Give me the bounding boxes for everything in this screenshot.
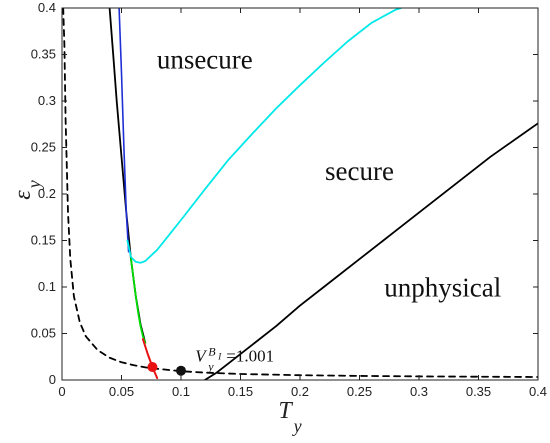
annotation-superscript: B: [208, 344, 216, 358]
x-tick-label: 0.35: [466, 384, 491, 399]
series-line-2: [108, 8, 147, 344]
x-tick-label: 0.4: [529, 384, 547, 399]
annotation-subscript: y: [207, 359, 214, 373]
y-tick-label: 0.3: [38, 93, 56, 108]
axis-layer: 0 0.05 0.1 0.15 0.2 0.25 0.3 0.35 0.4 0 0.05 0.1 0.1…: [31, 0, 547, 399]
series-line-1: [62, 8, 538, 378]
marker-point-2: [176, 365, 186, 376]
x-tick-label: 0.3: [410, 384, 428, 399]
y-tick-label: 0.4: [38, 0, 56, 15]
x-tick-label: 0.1: [172, 384, 190, 399]
region-label-secure: secure: [325, 156, 394, 186]
annotation-symbol: V: [195, 346, 208, 365]
x-axis-label: Ty: [278, 398, 301, 436]
annotation-vybi: V B Iy =1.001: [195, 344, 274, 373]
annotation-value: =1.001: [226, 346, 274, 365]
x-tick-label: 0.25: [347, 384, 372, 399]
series-line-7: [141, 338, 159, 380]
y-axis-label: εy: [10, 180, 44, 199]
series-line-6: [130, 258, 147, 344]
series-line-5: [126, 8, 402, 264]
y-tick-label: 0.15: [31, 233, 56, 248]
series-line-4: [118, 8, 130, 253]
marker-point-1: [147, 361, 158, 372]
x-tick-label: 0.15: [228, 384, 253, 399]
y-tick-label: 0.35: [31, 47, 56, 62]
y-tick-label: 0.25: [31, 140, 56, 155]
region-label-unsecure: unsecure: [157, 44, 253, 74]
y-tick-label: 0.2: [38, 186, 56, 201]
y-tick-label: 0.1: [38, 279, 56, 294]
x-tick-label: 0.05: [109, 384, 134, 399]
series-line-3: [203, 122, 538, 380]
x-tick-label: 0.2: [291, 384, 309, 399]
x-tick-label: 0: [58, 384, 65, 399]
y-tick-label: 0.05: [31, 326, 56, 341]
plot-frame: [61, 7, 539, 381]
region-label-unphysical: unphysical: [384, 272, 501, 302]
y-tick-label: 0: [49, 372, 56, 387]
plot-layer: [62, 8, 538, 380]
annotation-superscript-sub: I: [217, 351, 222, 361]
series-group: [62, 8, 538, 380]
